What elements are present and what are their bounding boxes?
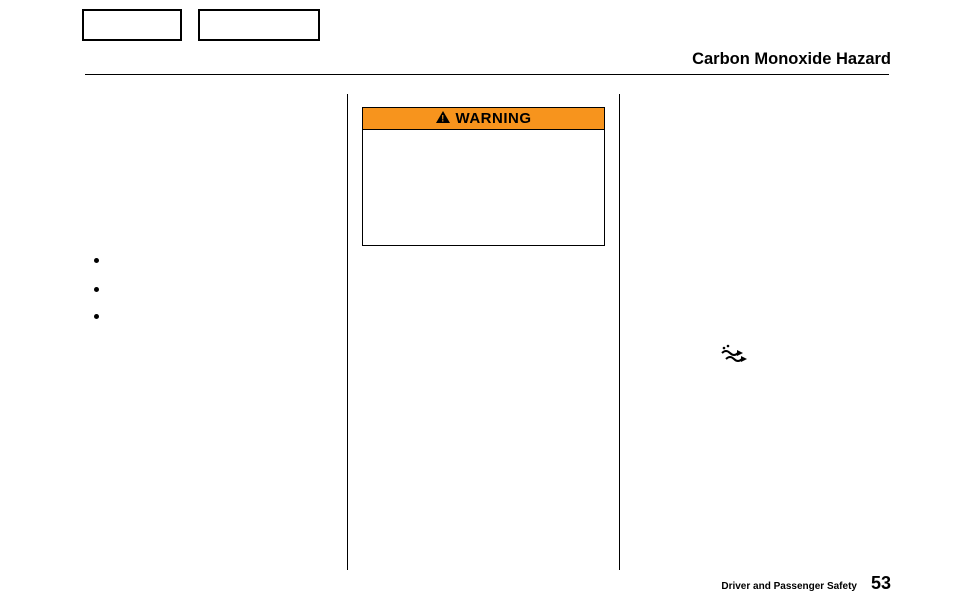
- column-separator-1: [347, 94, 348, 570]
- column-separator-2: [619, 94, 620, 570]
- warning-panel: ! WARNING: [362, 107, 605, 246]
- nav-box-prev[interactable]: [82, 9, 182, 41]
- fresh-air-vent-icon: [720, 343, 750, 370]
- footer-section-label: Driver and Passenger Safety: [721, 581, 857, 592]
- header-rule: [85, 74, 889, 75]
- manual-page: Carbon Monoxide Hazard ! WARNING: [0, 0, 954, 614]
- nav-box-next[interactable]: [198, 9, 320, 41]
- svg-text:!: !: [441, 114, 445, 124]
- page-footer: Driver and Passenger Safety 53: [721, 573, 891, 594]
- page-title: Carbon Monoxide Hazard: [692, 50, 891, 69]
- warning-label: WARNING: [456, 110, 532, 127]
- footer-page-number: 53: [871, 573, 891, 594]
- warning-header: ! WARNING: [363, 108, 604, 130]
- warning-triangle-icon: !: [436, 110, 450, 127]
- warning-body-text: [363, 130, 604, 245]
